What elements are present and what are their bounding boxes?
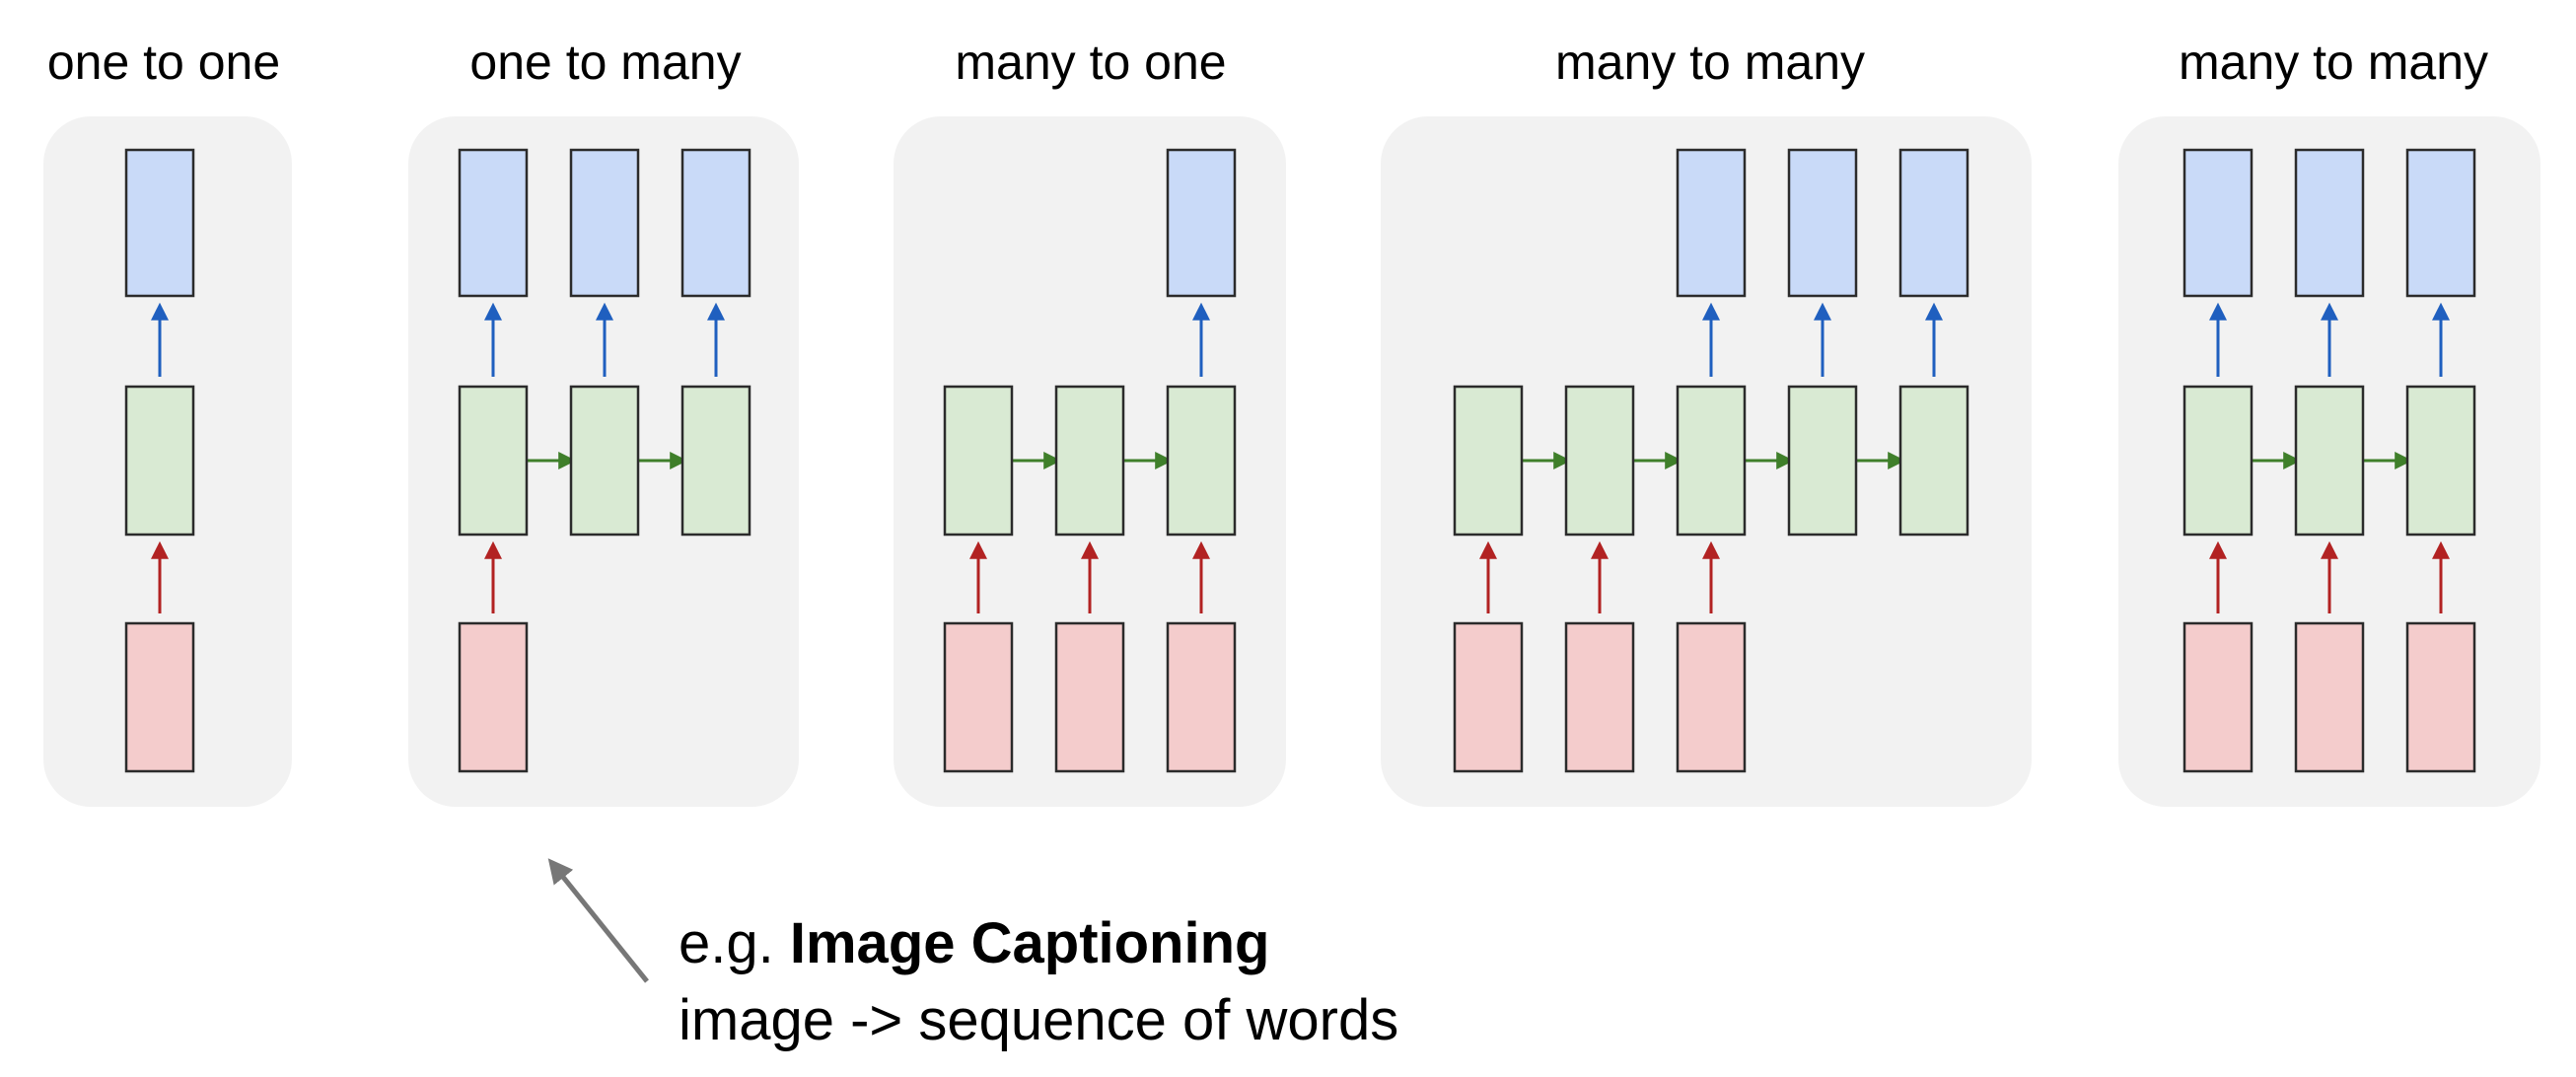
input-box [458, 621, 529, 773]
input-box [2294, 621, 2365, 773]
hidden-state-box [1166, 385, 1237, 537]
input-box [1453, 621, 1524, 773]
output-box [569, 148, 640, 298]
annotation-description: image -> sequence of words [679, 988, 1399, 1052]
input-box [2182, 621, 2254, 773]
panel-3: many to one [894, 35, 1286, 807]
hidden-state-box [943, 385, 1014, 537]
annotation-note: e.g. Image Captioning image -> sequence … [679, 905, 1398, 1059]
output-box [124, 148, 195, 298]
panel-5: many to many [2118, 35, 2540, 807]
output-box [1787, 148, 1858, 298]
output-box [1166, 148, 1237, 298]
input-box [1166, 621, 1237, 773]
input-box [124, 621, 195, 773]
output-box [458, 148, 529, 298]
annotation-pointer-arrow [547, 858, 649, 983]
hidden-state-box [458, 385, 529, 537]
input-box [2405, 621, 2476, 773]
input-box [1054, 621, 1125, 773]
hidden-state-box [680, 385, 751, 537]
annotation-title: Image Captioning [789, 911, 1270, 975]
hidden-state-box [1676, 385, 1747, 537]
panel-title: many to many [2179, 35, 2488, 90]
panel-title: many to many [1555, 35, 1865, 90]
hidden-state-box [569, 385, 640, 537]
panel-4: many to many [1381, 35, 2032, 807]
hidden-state-box [1054, 385, 1125, 537]
panel-2: one to many [408, 35, 799, 807]
annotation-prefix: e.g. [679, 911, 774, 975]
output-box [2405, 148, 2476, 298]
hidden-state-box [124, 385, 195, 537]
hidden-state-box [1898, 385, 1969, 537]
hidden-state-box [1564, 385, 1635, 537]
panel-title: one to one [47, 35, 280, 90]
output-box [2182, 148, 2254, 298]
output-box [2294, 148, 2365, 298]
panel-1: one to one [43, 35, 292, 807]
input-box [1676, 621, 1747, 773]
hidden-state-box [2294, 385, 2365, 537]
panel-title: one to many [469, 35, 741, 90]
output-box [680, 148, 751, 298]
input-box [1564, 621, 1635, 773]
hidden-state-box [2182, 385, 2254, 537]
output-box [1676, 148, 1747, 298]
input-box [943, 621, 1014, 773]
annotation-line-1: e.g. Image Captioning [679, 905, 1398, 982]
panel-title: many to one [955, 35, 1226, 90]
hidden-state-box [1787, 385, 1858, 537]
output-box [1898, 148, 1969, 298]
hidden-state-box [1453, 385, 1524, 537]
hidden-state-box [2405, 385, 2476, 537]
